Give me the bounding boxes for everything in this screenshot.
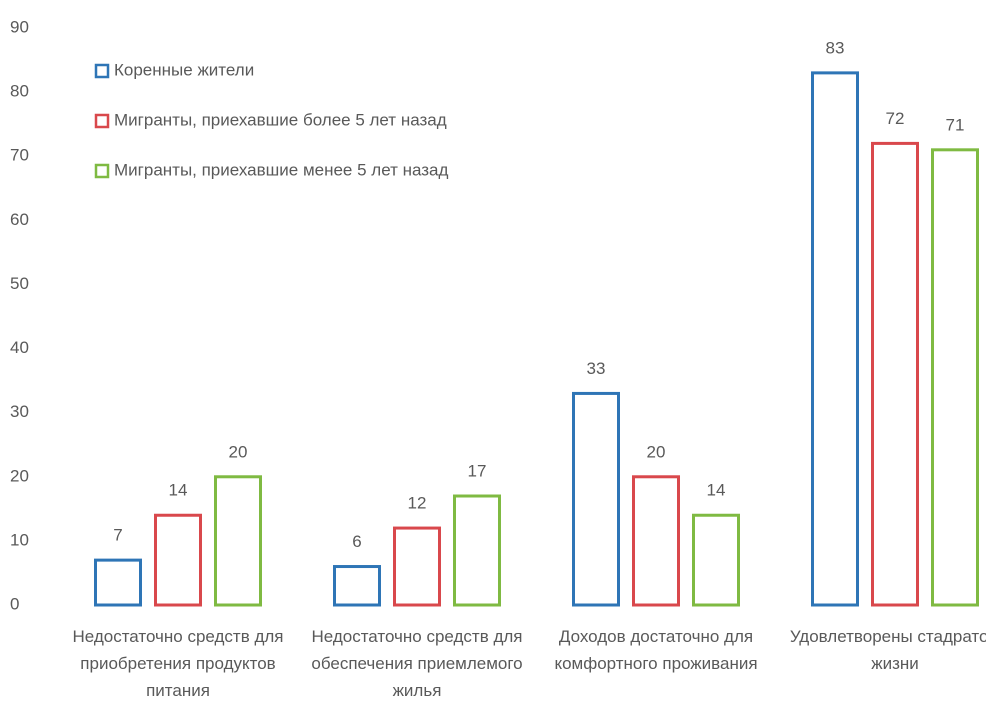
y-tick-label: 70 [10, 146, 29, 165]
bar [931, 148, 979, 607]
data-label: 83 [826, 38, 845, 57]
legend-swatch [94, 163, 110, 179]
y-tick-label: 0 [10, 594, 19, 613]
y-tick-label: 80 [10, 82, 29, 101]
x-tick-label: Недостаточно средств для приобретения пр… [72, 627, 284, 700]
data-label: 20 [229, 442, 248, 461]
legend-swatch [94, 113, 110, 129]
x-tick-label: Недостаточно средств для обеспечения при… [311, 627, 523, 700]
bar [333, 565, 381, 607]
y-tick-label: 30 [10, 402, 29, 421]
y-tick-label: 40 [10, 338, 29, 357]
legend-label: Мигранты, приехавшие более 5 лет назад [114, 110, 447, 129]
bar [94, 558, 142, 607]
data-label: 7 [113, 526, 122, 545]
data-label: 6 [352, 532, 361, 551]
bar [453, 494, 501, 607]
bar [811, 71, 859, 607]
data-label: 71 [946, 115, 965, 134]
bar [154, 513, 202, 607]
bar [214, 475, 262, 607]
data-label: 14 [169, 481, 188, 500]
bar [632, 475, 680, 607]
data-label: 72 [886, 109, 905, 128]
bar [572, 391, 620, 607]
y-tick-label: 10 [10, 530, 29, 549]
y-tick-label: 60 [10, 210, 29, 229]
x-tick-label: Удовлетворены стадратом жизни [789, 627, 986, 673]
legend-label: Мигранты, приехавшие менее 5 лет назад [114, 160, 449, 179]
y-tick-label: 20 [10, 466, 29, 485]
data-label: 17 [468, 461, 487, 480]
data-label: 12 [408, 494, 427, 513]
bar [393, 526, 441, 607]
y-tick-label: 90 [10, 17, 29, 36]
y-tick-label: 50 [10, 274, 29, 293]
data-label: 20 [647, 442, 666, 461]
data-label: 14 [707, 481, 726, 500]
legend-swatch [94, 63, 110, 79]
legend-label: Коренные жители [114, 60, 254, 79]
bar [871, 141, 919, 607]
data-label: 33 [587, 359, 606, 378]
bar [692, 513, 740, 607]
x-tick-label: Доходов достаточно для комфортного прожи… [554, 627, 758, 673]
